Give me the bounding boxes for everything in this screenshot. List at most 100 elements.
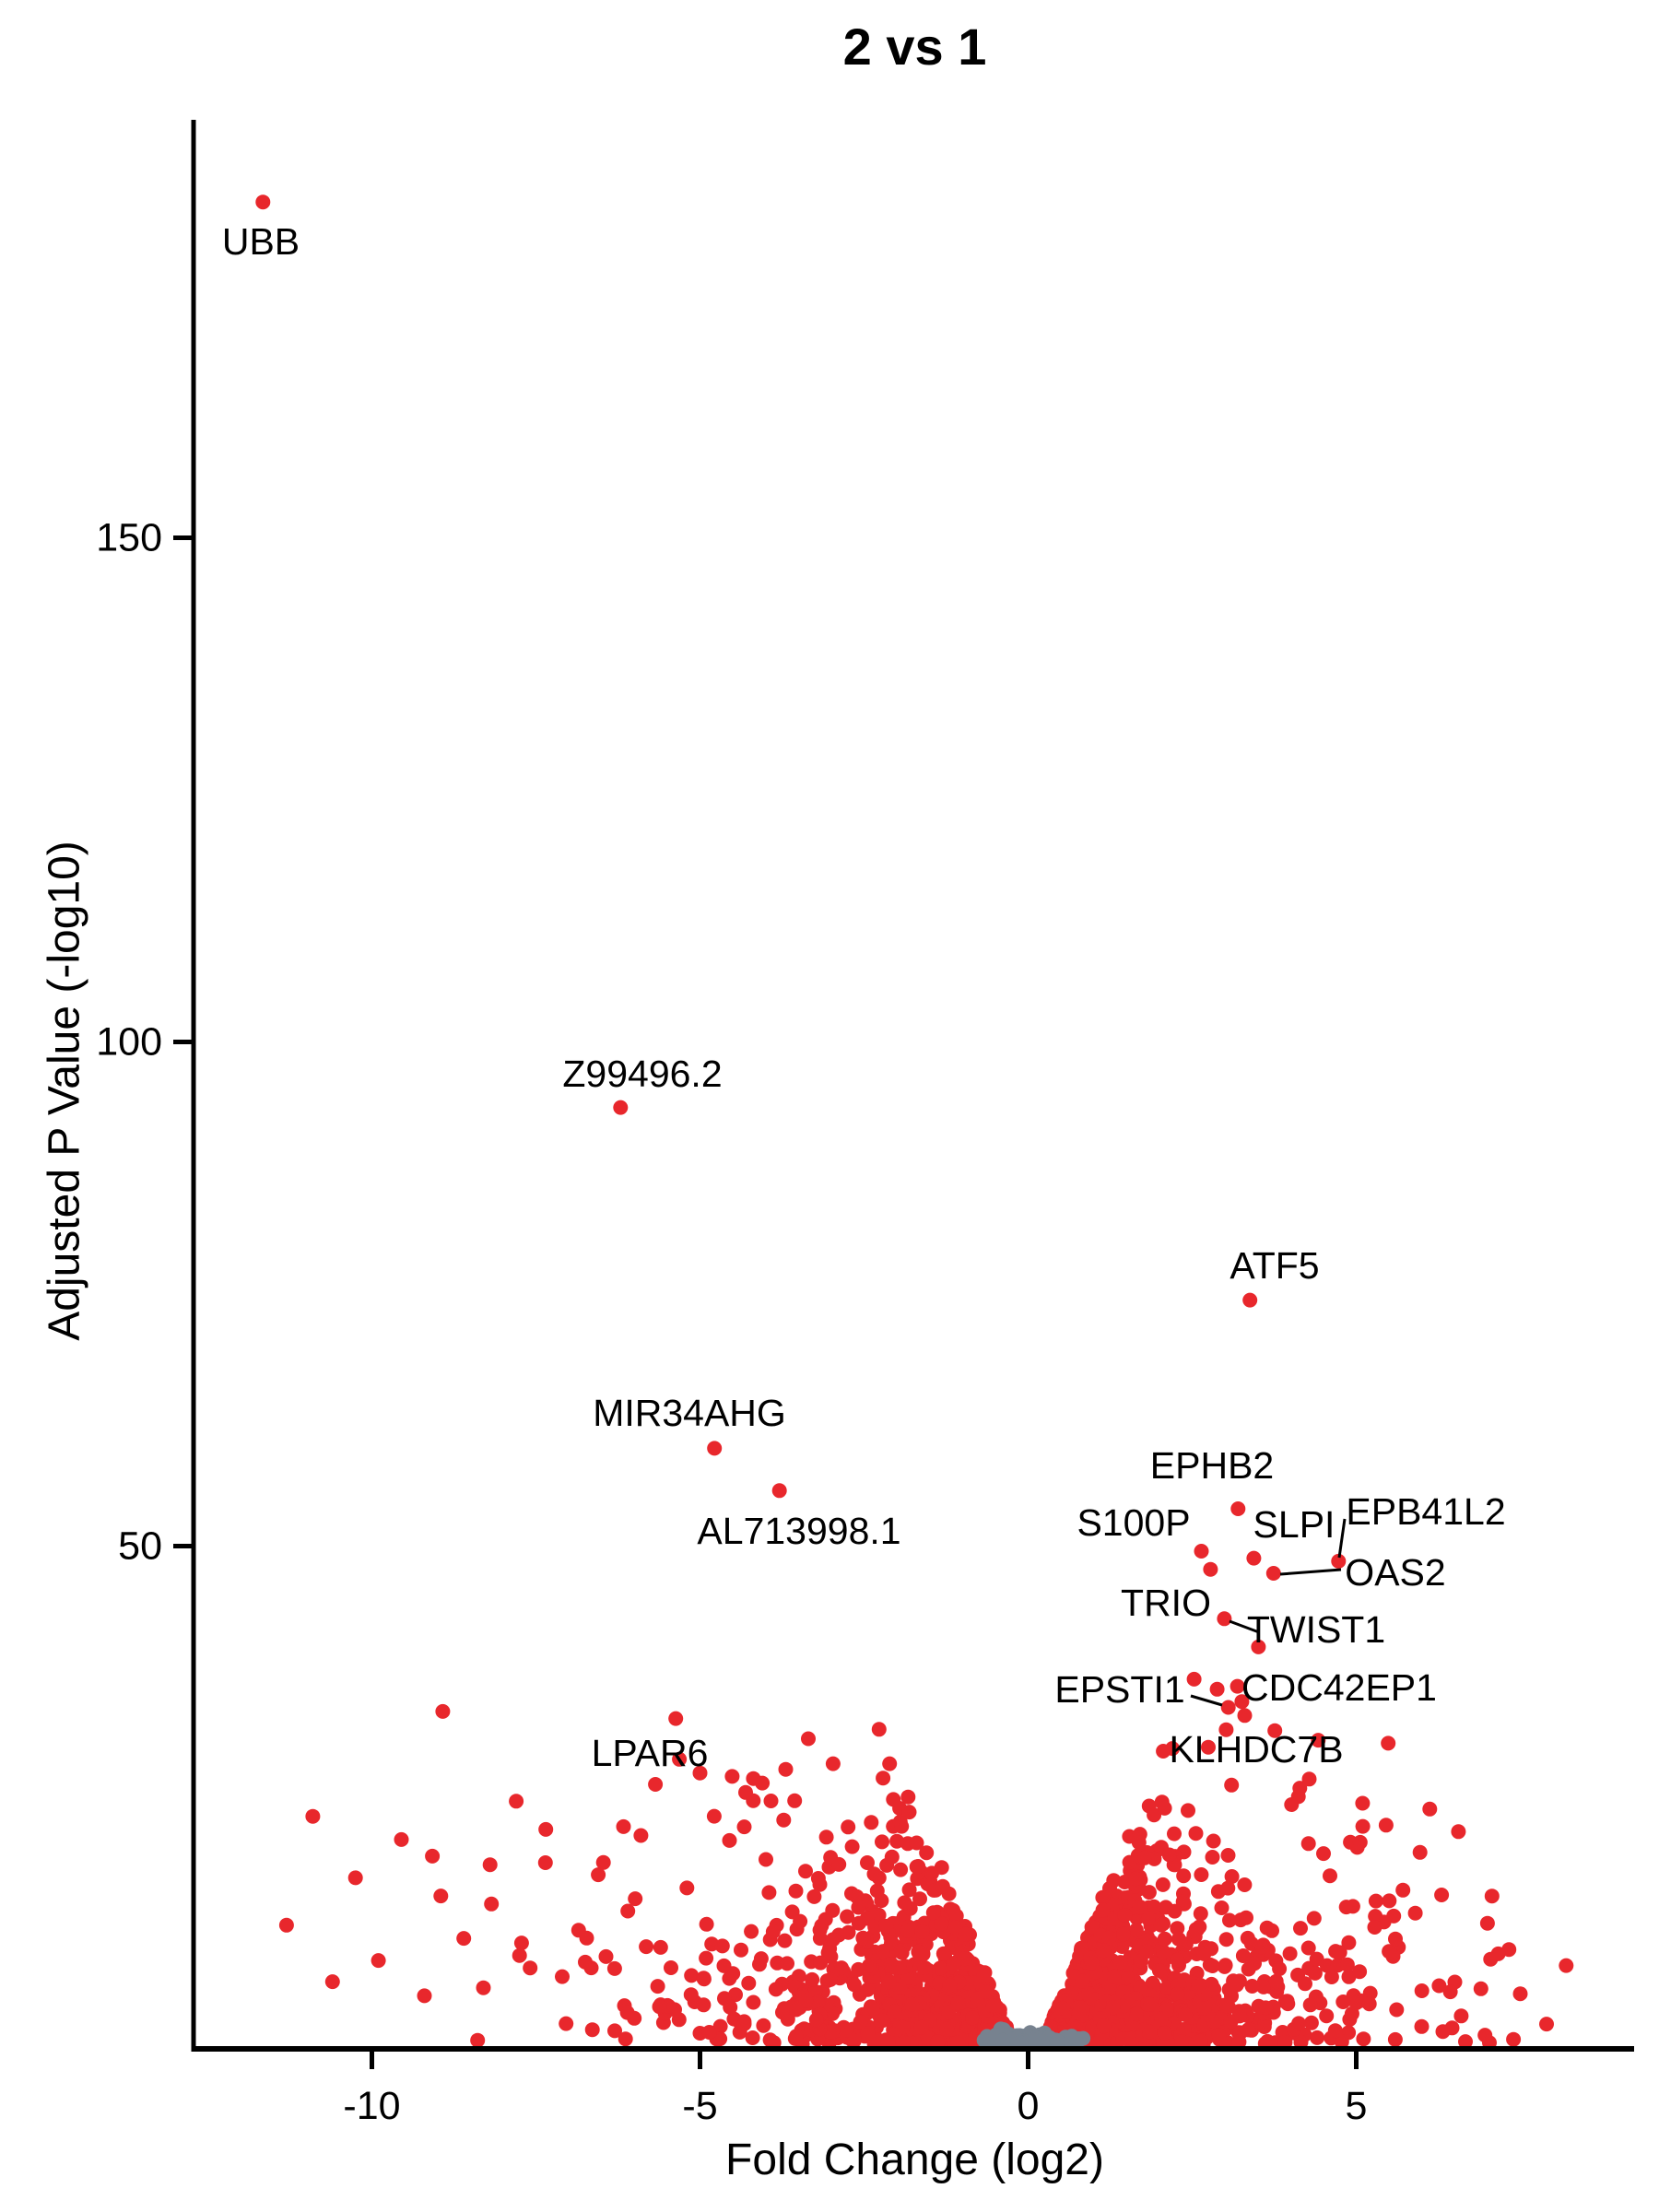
data-point (1303, 2015, 1319, 2030)
data-point (1388, 1931, 1403, 1947)
gene-labels-layer: UBB Z99496.2 ATF5 MIR34AHG AL713998.1 EPHB2 S1… (222, 220, 1506, 1774)
data-point (889, 1833, 905, 1849)
data-point (900, 1970, 916, 1985)
data-point (806, 1888, 822, 1904)
data-point (1307, 1965, 1323, 1981)
data-point (1112, 1955, 1128, 1971)
data-point (820, 1945, 836, 1960)
data-point (1178, 1936, 1194, 1952)
data-point (1074, 1940, 1089, 1956)
data-point (482, 1857, 498, 1873)
data-point (1157, 1800, 1172, 1816)
data-point (1512, 1986, 1528, 2002)
data-point (1323, 1868, 1337, 1884)
data-point (1214, 1900, 1230, 1915)
data-point (679, 1880, 695, 1896)
data-point (1389, 2002, 1405, 2018)
data-point (1235, 1948, 1251, 1963)
data-point (892, 1980, 908, 1995)
data-point (864, 1815, 879, 1830)
data-point (1165, 1741, 1181, 1757)
data-point (1338, 1900, 1354, 1915)
data-point (1176, 1868, 1192, 1884)
data-point (724, 1769, 740, 1784)
data-point (853, 2014, 868, 2030)
data-point (935, 1946, 951, 1961)
gene-label-EPSTI1: EPSTI1 (1054, 1668, 1184, 1711)
data-point (1201, 1739, 1216, 1755)
data-point (901, 1882, 917, 1898)
data-point (745, 2030, 760, 2045)
data-point (1229, 1977, 1244, 1993)
data-point (780, 1956, 794, 1971)
gene-label-TWIST1: TWIST1 (1247, 1608, 1385, 1651)
data-point (939, 2021, 955, 2037)
data-point (763, 1794, 779, 1808)
data-point (1254, 1939, 1270, 1955)
data-point (915, 1947, 931, 1962)
data-point (880, 2034, 896, 2050)
data-point (728, 1987, 743, 2003)
data-point (598, 1948, 614, 1964)
data-point (924, 1865, 939, 1881)
data-point (1282, 1946, 1298, 1961)
data-point (841, 1924, 856, 1940)
data-point (965, 2010, 980, 2026)
data-point (1362, 1985, 1378, 2001)
data-point (1178, 2007, 1194, 2022)
data-point (595, 1854, 611, 1870)
leader-line-EPSTI1 (1190, 1694, 1223, 1707)
data-point (509, 1794, 524, 1809)
data-point (1174, 2034, 1189, 2050)
gene-label-MIR34AHG: MIR34AHG (593, 1392, 786, 1434)
gene-label-SLPI: SLPI (1253, 1503, 1335, 1546)
data-point (895, 2019, 911, 2035)
data-point (893, 1862, 909, 1877)
data-point (1167, 1826, 1182, 1841)
data-point (1157, 2025, 1172, 2041)
data-point (1138, 1944, 1154, 1959)
data-point (834, 1960, 849, 1976)
data-point (1153, 1917, 1169, 1933)
data-point (840, 2022, 854, 2038)
gene-label-UBB: UBB (222, 220, 300, 263)
data-point (618, 2031, 633, 2047)
data-point (1291, 2016, 1307, 2031)
data-point (648, 1777, 664, 1792)
data-point (776, 1812, 792, 1828)
gene-label-ATF5: ATF5 (1230, 1244, 1319, 1287)
ns-data-point (1027, 2032, 1042, 2048)
data-point (911, 1859, 926, 1874)
data-point (1490, 1946, 1506, 1961)
data-point (1167, 1903, 1182, 1919)
gene-label-LPAR6: LPAR6 (592, 1732, 709, 1774)
data-point (1096, 2018, 1112, 2034)
data-point (1209, 1681, 1225, 1697)
data-point (935, 1878, 950, 1894)
data-point (650, 1979, 665, 1994)
data-point (591, 1867, 606, 1883)
data-point (860, 1982, 876, 1997)
data-point (765, 1924, 781, 1939)
data-point (1368, 1893, 1383, 1909)
data-point (538, 1821, 554, 1837)
data-point (1300, 1940, 1316, 1956)
data-point (683, 1987, 699, 2003)
data-point (860, 2026, 876, 2041)
data-point (1422, 1801, 1438, 1817)
data-point (1298, 1976, 1312, 1992)
data-point (696, 1971, 712, 1987)
data-point (886, 1792, 901, 1807)
data-point (1105, 2000, 1121, 2016)
data-point (930, 2034, 946, 2050)
data-point (1170, 1952, 1185, 1968)
gene-point-Z99496.2 (613, 1100, 629, 1115)
data-point (1352, 1834, 1368, 1850)
data-point (714, 1938, 730, 1954)
data-point (875, 1944, 890, 1959)
data-point (778, 1761, 794, 1777)
data-point (513, 1936, 529, 1951)
data-point (1129, 2006, 1144, 2022)
data-point (1132, 1900, 1147, 1915)
data-point (866, 1866, 882, 1882)
